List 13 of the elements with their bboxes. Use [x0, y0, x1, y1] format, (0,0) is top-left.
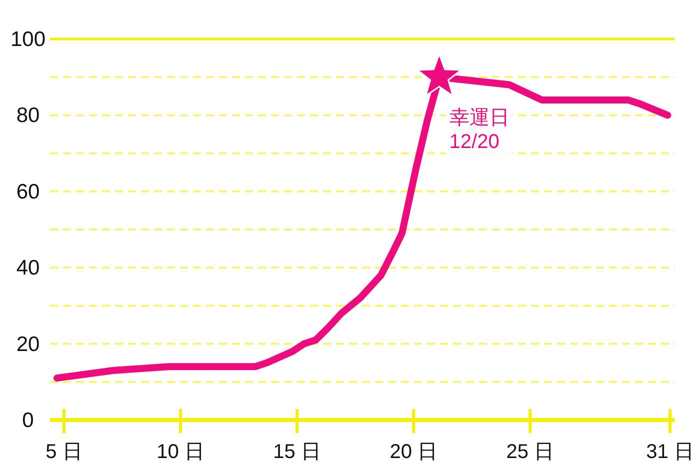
y-tick-label: 60: [16, 180, 40, 204]
x-tick-label: 25 日: [506, 441, 554, 463]
x-tick-label: 15 日: [273, 441, 321, 463]
x-tick-label: 31 日: [646, 441, 694, 463]
y-tick-label: 100: [10, 28, 46, 51]
y-tick-label: 0: [22, 409, 34, 432]
y-tick-label: 40: [16, 256, 40, 280]
x-tick-label: 10 日: [156, 441, 204, 463]
x-tick-label: 20 日: [390, 441, 438, 463]
y-tick-label: 20: [16, 332, 40, 356]
x-tick-label: 5 日: [46, 441, 82, 463]
annotation: 幸運日 12/20: [449, 107, 510, 154]
y-tick-label: 80: [16, 104, 40, 128]
